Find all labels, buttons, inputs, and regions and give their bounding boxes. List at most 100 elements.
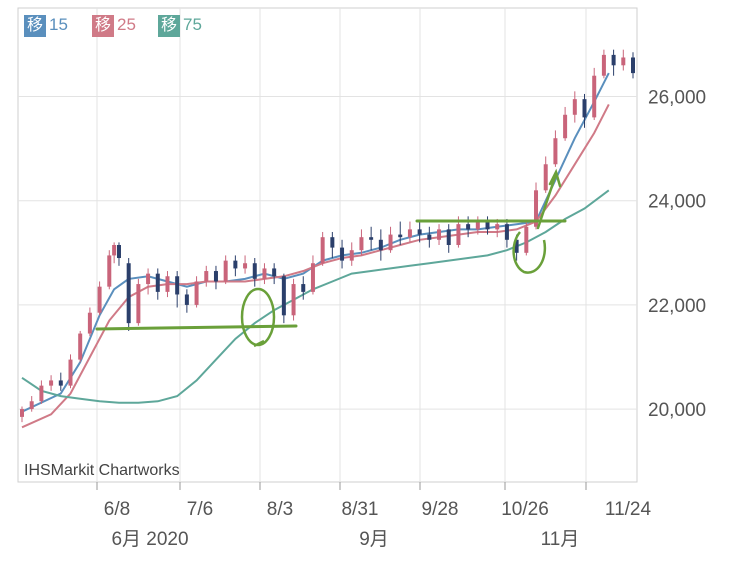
legend-period-ma25: 25: [117, 15, 136, 34]
candle-up: [475, 221, 480, 230]
candle-up: [78, 333, 83, 360]
candle-down: [330, 237, 335, 248]
candle-up: [107, 255, 112, 287]
candle-up: [553, 138, 558, 165]
plot-frame: [17, 7, 638, 483]
candle-up: [112, 245, 117, 256]
candle-down: [184, 294, 189, 305]
candle-up: [601, 54, 606, 76]
candle-up: [49, 380, 54, 386]
candle-up: [87, 312, 92, 334]
candle-up: [68, 359, 73, 386]
candle-up: [320, 237, 325, 264]
candle-down: [582, 99, 587, 118]
support-line: [95, 324, 298, 331]
x-tick-label: 10/26: [501, 499, 549, 520]
x-tick-label: 11/24: [605, 499, 652, 520]
candle-up: [592, 75, 597, 118]
candle-up: [543, 164, 548, 191]
candle-up: [136, 284, 141, 324]
candle-up: [262, 268, 267, 279]
chart-credit: IHSMarkit Chartworks: [24, 462, 180, 479]
candle-down: [233, 260, 238, 269]
candle-up: [495, 224, 500, 230]
circle-annotation-aug: [240, 287, 276, 347]
legend-period-ma75: 75: [183, 15, 202, 34]
candle-down: [175, 276, 180, 295]
candle-down: [252, 263, 257, 279]
x-tick-label: 9/28: [422, 499, 459, 520]
month-label: 6月 2020: [111, 529, 188, 550]
candle-up: [146, 273, 151, 285]
legend-ma25: 移 25: [92, 14, 136, 37]
candle-down: [301, 284, 306, 292]
axes: 20,000 22,000 24,000 26,000 6/8 7/6 8/3 8/31 9/2…: [96, 88, 706, 550]
legend-tag-ma15: 移: [24, 15, 47, 37]
candle-down: [126, 263, 131, 324]
arrow-annotation: [536, 168, 562, 230]
candle-down: [398, 234, 403, 238]
candle-up: [204, 271, 209, 282]
candle-up: [291, 284, 296, 316]
legend-ma75: 移 75: [158, 14, 202, 37]
grid: [17, 7, 638, 483]
candle-up: [243, 263, 248, 269]
hand-annotations: [95, 168, 567, 348]
legend-ma15: 移 15: [24, 14, 68, 37]
candle-up: [388, 234, 393, 251]
candle-down: [281, 276, 286, 316]
candle-up: [29, 401, 34, 410]
y-tick-label: 22,000: [648, 296, 706, 317]
candle-down: [378, 239, 383, 251]
candle-down: [514, 239, 519, 253]
circle-tail-aug: [253, 339, 265, 348]
candle-up: [194, 281, 199, 305]
candle-up: [310, 263, 315, 292]
candles: [20, 49, 635, 423]
candle-up: [407, 229, 412, 238]
candle-up: [359, 237, 364, 251]
candle-up: [456, 224, 461, 245]
candle-up: [621, 57, 626, 66]
candle-up: [349, 250, 354, 261]
y-tick-label: 24,000: [648, 192, 706, 213]
legend-period-ma15: 15: [49, 15, 68, 34]
candle-down: [631, 57, 635, 74]
candle-down: [446, 229, 451, 245]
circle-annotation-oct: [512, 231, 547, 274]
candle-down: [272, 268, 277, 277]
legend-tag-ma75: 移: [158, 15, 181, 37]
candle-down: [116, 245, 121, 259]
candle-up: [524, 226, 529, 253]
candle-down: [58, 380, 63, 386]
candle-down: [466, 224, 471, 230]
candle-up: [39, 385, 44, 402]
legend-tag-ma25: 移: [92, 15, 115, 37]
candle-down: [340, 247, 345, 261]
candle-up: [223, 260, 228, 282]
x-tick-label: 8/31: [342, 499, 379, 520]
candle-up: [572, 99, 577, 115]
y-tick-label: 20,000: [648, 400, 706, 421]
candle-up: [563, 114, 568, 139]
candle-up: [437, 229, 442, 240]
candle-down: [369, 237, 374, 240]
x-tick-label: 8/3: [267, 499, 293, 520]
moving-averages: [21, 72, 610, 429]
candle-up: [20, 409, 24, 417]
x-tick-label: 7/6: [187, 499, 213, 520]
y-tick-label: 26,000: [648, 88, 706, 109]
candle-down: [213, 271, 218, 282]
candle-up: [165, 276, 170, 292]
candle-down: [155, 273, 160, 292]
x-tick-label: 6/8: [104, 499, 130, 520]
month-label: 9月: [359, 529, 389, 550]
month-label: 11月: [541, 529, 580, 550]
candle-down: [417, 229, 422, 235]
candle-down: [611, 54, 616, 66]
candle-down: [485, 221, 490, 230]
candle-down: [427, 234, 432, 240]
candle-up: [97, 286, 102, 313]
